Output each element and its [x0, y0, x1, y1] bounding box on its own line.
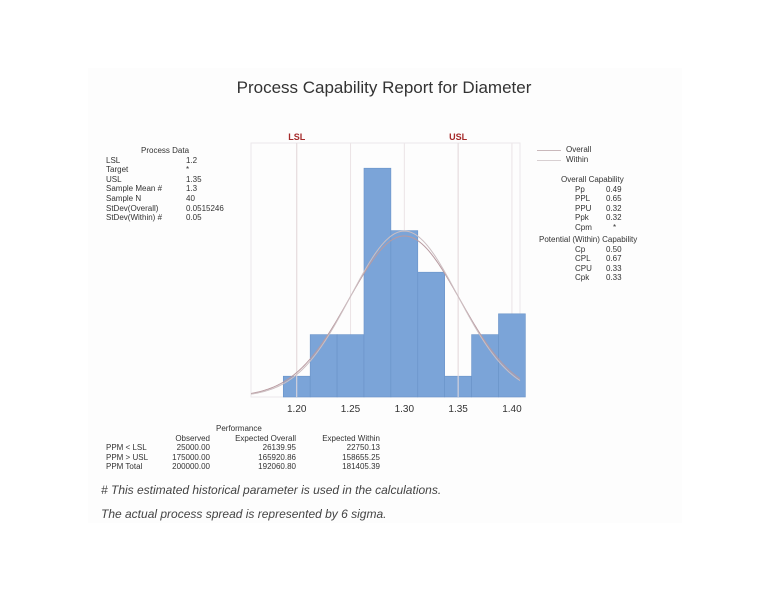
legend-label: Overall — [566, 145, 592, 154]
cap-value: 0.32 — [606, 203, 622, 213]
row-label: Sample N — [106, 194, 142, 203]
row-label: Sample Mean # — [106, 184, 163, 194]
cap-label: Cpk — [575, 273, 590, 283]
cell-value: 175000.00 — [172, 452, 210, 462]
row-label: LSL — [106, 155, 121, 165]
histogram-bar — [417, 271, 445, 398]
cap-label: Cp — [575, 244, 586, 254]
report-title: Process Capability Report for Diameter — [236, 78, 532, 97]
row-value: 0.05 — [186, 213, 202, 223]
cap-label: PPU — [575, 203, 592, 213]
cell-value: 165920.86 — [258, 452, 296, 462]
footnote-process-spread: The actual process spread is represented… — [101, 507, 387, 521]
cap-value: 0.67 — [606, 254, 622, 264]
legend-line-within-icon — [537, 159, 561, 161]
row-label: Target — [106, 165, 129, 175]
row-value: 1.35 — [186, 174, 202, 184]
x-tick-label: 1.30 — [395, 404, 415, 415]
x-tick-label: 1.35 — [448, 404, 468, 415]
normal-curves — [250, 230, 521, 395]
row-value: 1.3 — [186, 184, 198, 194]
x-tick-label: 1.25 — [341, 404, 361, 415]
row-value: 0.0515246 — [186, 203, 224, 213]
row-label: USL — [106, 174, 122, 184]
legend-label: Within — [566, 154, 589, 164]
row-value: * — [186, 165, 190, 175]
cap-label: Cpm — [575, 223, 592, 232]
column-header: Expected Overall — [235, 433, 296, 443]
cell-value: 181405.39 — [342, 462, 380, 472]
process-data-row: Sample Mean # 1.3 — [106, 184, 197, 194]
cell-value: 158655.25 — [342, 452, 380, 462]
row-value: 1.2 — [186, 155, 198, 165]
cell-value: 26139.95 — [262, 443, 296, 453]
row-label: PPM Total — [106, 462, 143, 472]
histogram-bar — [309, 334, 338, 398]
cap-value: 0.65 — [606, 194, 622, 204]
histogram-bar — [336, 334, 365, 398]
cap-value: 0.33 — [606, 263, 622, 273]
spec-limit-lines: LSL USL — [288, 132, 468, 397]
cap-value: * — [613, 223, 617, 232]
performance-header: Performance — [216, 424, 262, 433]
process-data-row: Target * — [106, 165, 189, 175]
column-header: Observed — [175, 433, 210, 443]
histogram-bar — [390, 230, 419, 398]
histogram-bar — [363, 167, 392, 398]
row-value: 40 — [186, 194, 195, 203]
process-data-row: Sample N 40 — [106, 194, 195, 204]
x-tick-label: 1.40 — [502, 404, 522, 415]
histogram-bars — [282, 167, 526, 398]
cap-label: Ppk — [575, 213, 589, 223]
row-label: PPM < LSL — [106, 443, 147, 453]
cap-label: PPL — [575, 194, 591, 204]
cell-value: 22750.13 — [346, 443, 380, 453]
histogram-bar — [498, 313, 526, 398]
footnote-historical-parameter: # This estimated historical parameter is… — [101, 483, 442, 497]
row-label: StDev(Within) # — [106, 213, 163, 223]
legend-line-overall-icon — [537, 150, 561, 151]
within-capability-header: Potential (Within) Capability — [539, 235, 638, 244]
cap-value: 0.50 — [606, 244, 622, 254]
normal-curve-within — [250, 230, 521, 395]
row-label: PPM > USL — [106, 452, 149, 462]
process-data-row: USL 1.35 — [106, 174, 202, 185]
cell-value: 200000.00 — [172, 462, 210, 472]
cap-value: 0.49 — [606, 184, 622, 194]
cell-value: 192060.80 — [258, 462, 296, 472]
overall-capability-header: Overall Capability — [561, 175, 624, 184]
cap-label: Pp — [575, 184, 585, 194]
column-header: Expected Within — [322, 433, 380, 443]
cap-value: 0.32 — [606, 213, 622, 223]
histogram-bar — [471, 334, 499, 398]
cap-label: CPU — [575, 263, 592, 273]
spec-limit-label: LSL — [288, 132, 306, 142]
process-data-header: Process Data — [141, 146, 190, 155]
process-data-row: LSL 1.2 — [106, 155, 197, 166]
spec-limit-label: USL — [449, 132, 468, 142]
cell-value: 25000.00 — [176, 443, 210, 453]
process-data-row: StDev(Within) # 0.05 — [106, 213, 202, 223]
process-data-row: StDev(Overall) 0.0515246 — [106, 203, 224, 214]
normal-curve-overall — [250, 235, 521, 394]
x-axis-ticks: 1.20 1.25 1.30 1.35 1.40 — [287, 404, 522, 415]
cap-value: 0.33 — [606, 273, 622, 283]
cap-label: CPL — [575, 254, 591, 264]
row-label: StDev(Overall) — [106, 203, 159, 213]
x-tick-label: 1.20 — [287, 404, 307, 415]
